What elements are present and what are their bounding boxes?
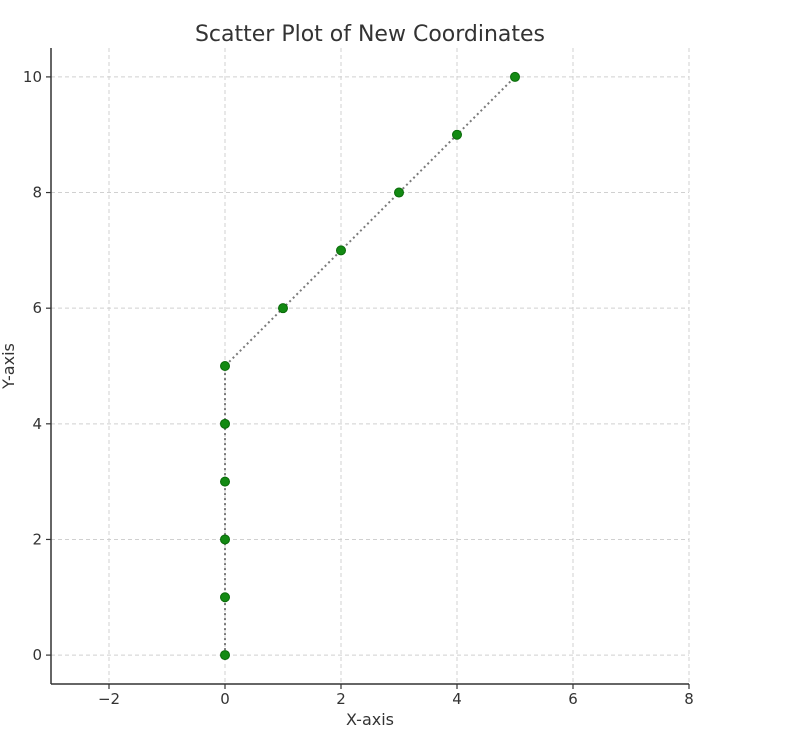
data-point bbox=[452, 129, 462, 140]
x-tick-label: −2 bbox=[98, 690, 120, 708]
data-point bbox=[510, 71, 520, 82]
x-axis-label: X-axis bbox=[346, 710, 394, 729]
y-tick-label: 0 bbox=[32, 646, 42, 664]
x-tick-label: 0 bbox=[220, 690, 230, 708]
data-point bbox=[220, 361, 230, 371]
grid bbox=[51, 48, 690, 684]
series bbox=[220, 71, 520, 661]
chart-title: Scatter Plot of New Coordinates bbox=[195, 22, 545, 47]
y-ticks: 0 2 4 6 8 10 bbox=[23, 68, 51, 664]
data-point bbox=[220, 650, 230, 661]
data-point bbox=[220, 592, 230, 603]
y-tick-label: 4 bbox=[32, 415, 42, 433]
data-point bbox=[220, 476, 230, 487]
x-tick-label: 4 bbox=[452, 690, 462, 708]
x-tick-label: 6 bbox=[568, 690, 578, 708]
y-axis-label: Y-axis bbox=[0, 343, 18, 390]
y-tick-label: 2 bbox=[32, 530, 42, 548]
data-point bbox=[220, 534, 230, 545]
y-tick-label: 6 bbox=[32, 299, 42, 317]
x-tick-label: 8 bbox=[684, 690, 694, 708]
series-line bbox=[224, 76, 516, 656]
data-point bbox=[220, 418, 230, 429]
data-point bbox=[336, 245, 346, 256]
x-tick-label: 2 bbox=[336, 690, 346, 708]
y-tick-label: 8 bbox=[32, 184, 42, 202]
data-point bbox=[278, 303, 288, 314]
x-ticks: −2 0 2 4 6 8 bbox=[98, 684, 694, 708]
axes bbox=[50, 48, 689, 685]
data-point bbox=[394, 187, 404, 198]
y-tick-label: 10 bbox=[23, 68, 42, 86]
